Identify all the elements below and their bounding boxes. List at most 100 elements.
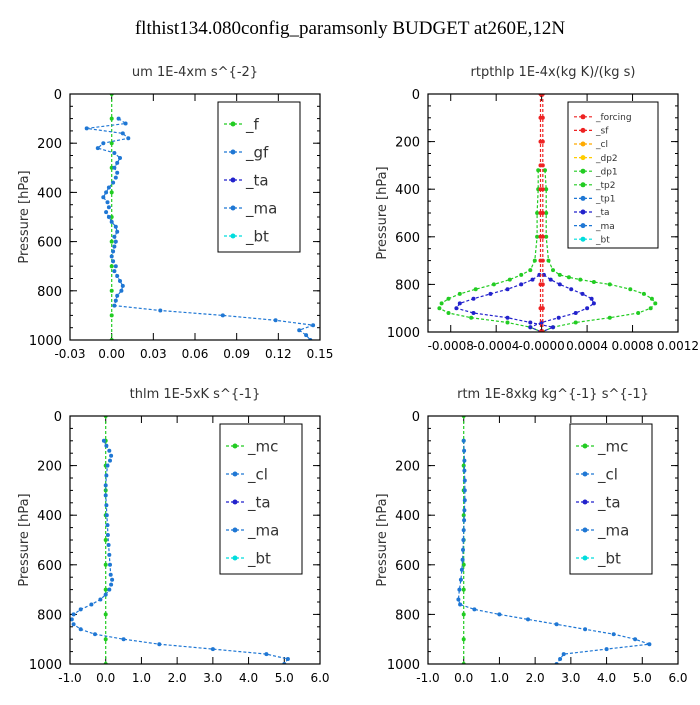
data-point [108,458,112,463]
legend-label: _cl [597,465,618,484]
data-point [157,642,162,647]
data-point [461,538,466,542]
data-point [104,503,109,508]
legend-label: _ta [245,171,269,190]
x-tick-label: 0.00 [98,347,125,361]
legend-label: _bt [247,549,271,568]
data-point [439,301,444,306]
series-line-gf [86,118,314,340]
data-point [460,557,465,562]
legend-marker [232,527,238,533]
x-tick-label: 0.0 [96,671,115,685]
data-point [109,582,114,587]
data-point [103,538,108,542]
legend-marker [230,233,236,239]
data-point [653,301,658,306]
data-point [641,291,646,296]
data-point [558,657,563,661]
data-point [109,141,114,146]
data-point [628,287,633,292]
data-point [540,234,545,239]
legend-label: _bt [597,549,621,568]
data-point [535,211,540,215]
data-point [115,293,120,298]
data-point [526,617,530,622]
data-point [458,602,463,607]
legend-marker [230,177,236,183]
data-point [540,163,545,168]
legend-label: _bt [595,235,610,245]
data-point [109,190,114,195]
data-point [583,627,588,632]
x-tick-label: -0.0004 [473,339,519,353]
y-tick-label: 600 [395,231,420,246]
data-point [120,131,125,136]
data-point [507,277,512,282]
data-point [118,156,122,160]
legend-label: _bt [245,227,269,246]
data-point [109,239,114,244]
legend-box [217,101,301,253]
legend-label: _tp2 [595,181,615,191]
chart-title: rtpthlp 1E-4x(kg K)/(kg s) [471,65,636,80]
data-point [113,239,118,244]
data-point [118,279,122,283]
data-point [304,333,309,338]
y-tick-label: 600 [37,559,62,574]
data-point [78,607,83,612]
x-tick-label: 0.0012 [657,339,699,353]
y-tick-label: 400 [37,186,62,201]
legend-label: _ma [247,521,279,540]
data-point [112,165,117,170]
data-point [461,612,466,617]
data-point [566,275,571,280]
data-point [462,498,467,503]
data-point [110,577,115,582]
plot-frame [427,415,679,665]
data-point [519,272,524,277]
data-point [557,282,562,287]
series-group [437,94,658,332]
data-point [111,249,116,254]
x-tick-label: 0.12 [265,347,292,361]
data-point [607,315,612,320]
data-point [103,637,108,642]
data-point [540,187,545,192]
data-point [78,627,83,632]
x-tick-label: 2.0 [168,671,187,685]
data-point [109,313,114,318]
legend-label: _mc [247,437,278,456]
x-tick-label: -0.03 [54,347,85,361]
data-point [528,325,533,330]
y-tick-label: 200 [395,136,420,151]
x-tick-label: -0.0008 [428,339,474,353]
data-point [113,224,118,229]
data-point [591,280,596,284]
legend-label: _dp2 [595,154,618,164]
data-point [461,463,466,468]
data-point [105,523,110,528]
data-point [104,513,109,518]
chart-2: rtpthlp 1E-4x(kg K)/(kg s) Pressure [hPa]… [375,65,699,353]
x-tick-label: 3.0 [203,671,222,685]
y-tick-label: 1000 [387,326,420,341]
y-tick-label: 0 [412,88,420,103]
legend-marker [580,155,586,161]
data-point [105,200,110,205]
data-point [536,168,541,173]
data-point [113,264,118,269]
data-point [585,306,590,311]
legend-marker [580,141,586,147]
series-group [456,416,652,664]
legend-marker [580,223,586,229]
data-point [556,315,561,320]
data-point [112,234,117,239]
data-point [104,190,109,195]
data-point [611,632,616,637]
data-point [116,116,121,121]
data-point [285,657,290,661]
data-point [589,296,594,301]
data-point [437,306,442,311]
legend-marker [232,443,238,449]
data-point [544,187,549,192]
